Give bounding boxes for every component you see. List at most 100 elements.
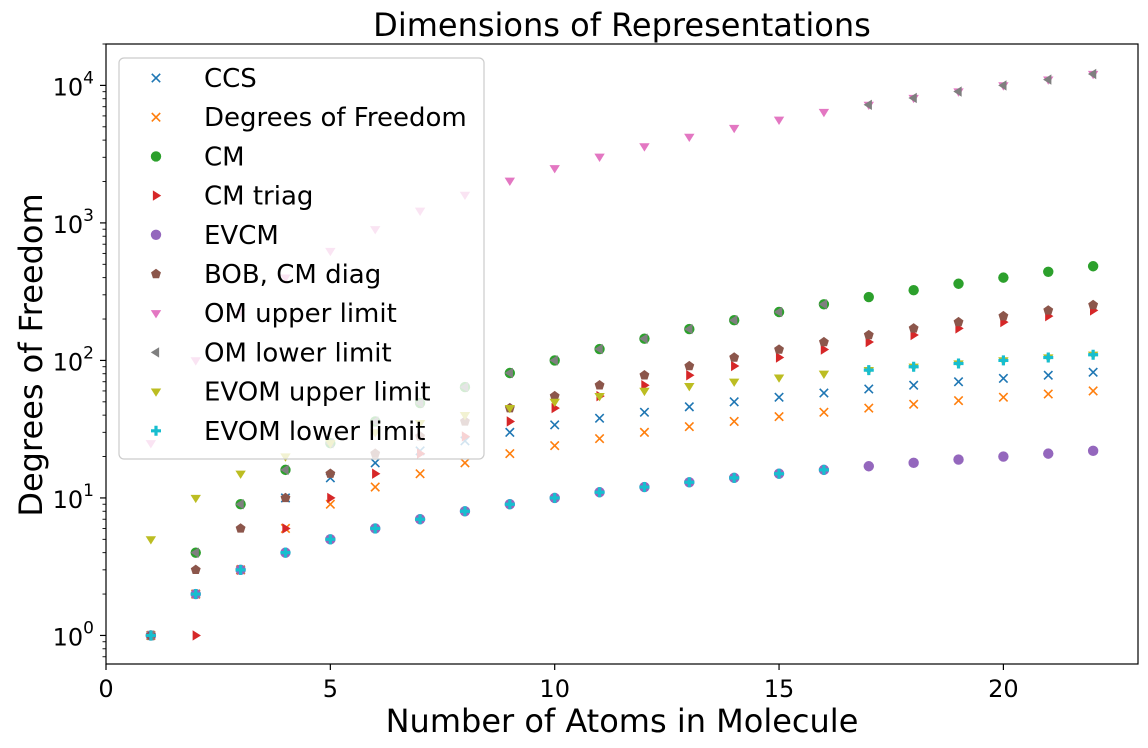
data-point bbox=[864, 384, 874, 394]
data-point bbox=[684, 323, 693, 335]
data-point bbox=[818, 299, 828, 310]
data-point bbox=[145, 630, 156, 641]
legend-item: CM triag bbox=[152, 182, 313, 212]
data-point bbox=[1088, 386, 1098, 396]
data-point bbox=[818, 336, 829, 347]
data-point bbox=[594, 393, 605, 402]
data-point bbox=[908, 361, 919, 372]
data-point bbox=[639, 427, 650, 438]
data-point bbox=[818, 464, 829, 475]
legend-item: EVCM bbox=[150, 221, 279, 251]
data-point bbox=[280, 492, 291, 503]
data-point bbox=[684, 383, 695, 392]
data-point bbox=[504, 404, 516, 414]
data-point bbox=[774, 468, 785, 479]
data-point bbox=[1088, 299, 1099, 310]
data-point bbox=[819, 407, 829, 417]
data-point bbox=[773, 306, 783, 318]
legend-marker bbox=[151, 73, 161, 83]
data-point bbox=[953, 395, 964, 406]
data-point bbox=[863, 329, 874, 340]
legend-label: Degrees of Freedom bbox=[204, 103, 467, 133]
data-point bbox=[1043, 389, 1054, 399]
legend-label: CM triag bbox=[204, 182, 313, 212]
data-point bbox=[505, 448, 515, 459]
data-point bbox=[370, 458, 380, 468]
data-point bbox=[459, 506, 470, 517]
axes: 0 5 10 15 20 100 101 102 103 104 bbox=[53, 43, 1139, 703]
data-point bbox=[235, 499, 244, 510]
chart-title: Dimensions of Representations bbox=[373, 6, 871, 44]
legend-item: OM upper limit bbox=[150, 299, 397, 329]
legend-marker bbox=[151, 112, 161, 122]
data-point bbox=[639, 407, 650, 417]
data-point bbox=[729, 352, 740, 362]
data-point bbox=[594, 380, 605, 390]
data-point bbox=[863, 365, 874, 376]
legend-item: CCS bbox=[151, 64, 257, 94]
data-point bbox=[908, 323, 919, 333]
data-point bbox=[953, 376, 964, 387]
data-point bbox=[506, 416, 516, 427]
data-point bbox=[594, 343, 603, 355]
data-point bbox=[1043, 266, 1054, 278]
data-point bbox=[549, 440, 560, 451]
legend-marker bbox=[152, 190, 162, 201]
legend-label: OM upper limit bbox=[204, 299, 397, 329]
data-point bbox=[863, 461, 874, 472]
legend-box bbox=[118, 57, 485, 460]
data-point bbox=[280, 464, 289, 476]
data-point bbox=[370, 523, 381, 534]
data-point bbox=[1043, 352, 1054, 363]
legend-label: CCS bbox=[204, 64, 257, 94]
data-point bbox=[594, 413, 605, 423]
series-evom-lower-limit bbox=[145, 349, 1099, 641]
data-point bbox=[998, 80, 1007, 91]
data-point bbox=[863, 99, 872, 111]
data-point bbox=[190, 589, 201, 600]
data-point bbox=[774, 344, 784, 354]
data-point bbox=[728, 124, 740, 134]
data-point bbox=[192, 630, 201, 641]
data-point bbox=[953, 316, 964, 327]
data-point bbox=[549, 390, 560, 401]
y-tick-label: 104 bbox=[53, 68, 94, 101]
data-point bbox=[998, 451, 1009, 462]
data-point bbox=[773, 116, 785, 125]
data-point bbox=[235, 523, 246, 533]
data-point bbox=[998, 310, 1009, 321]
data-point bbox=[729, 397, 739, 407]
data-point bbox=[190, 494, 201, 504]
data-point bbox=[863, 291, 874, 303]
y-axis-title: Degrees of Freedom bbox=[12, 193, 50, 516]
data-point bbox=[549, 165, 560, 174]
data-point bbox=[639, 143, 650, 152]
legend-label: BOB, CM diag bbox=[204, 260, 381, 290]
data-point bbox=[1088, 349, 1099, 360]
data-point bbox=[998, 272, 1009, 283]
data-point bbox=[773, 374, 785, 383]
legend-label: CM bbox=[204, 142, 245, 172]
legend-marker bbox=[150, 229, 162, 240]
data-point bbox=[728, 378, 740, 387]
legend-item: BOB, CM diag bbox=[151, 260, 381, 290]
legend: CCS Degrees of Freedom CM CM triag EVCM BOB, … bbox=[118, 57, 485, 460]
data-point bbox=[372, 468, 381, 479]
data-point bbox=[1043, 448, 1054, 459]
data-point bbox=[953, 278, 964, 289]
legend-item: CM bbox=[150, 142, 245, 172]
data-point bbox=[145, 536, 157, 545]
y-tick-label: 101 bbox=[53, 481, 94, 514]
data-point bbox=[594, 487, 605, 498]
data-point bbox=[415, 468, 425, 479]
data-point bbox=[1043, 305, 1054, 315]
legend-marker bbox=[151, 268, 161, 279]
data-point bbox=[639, 387, 650, 397]
y-tick-label: 103 bbox=[53, 206, 94, 239]
data-point bbox=[684, 360, 695, 371]
data-point bbox=[325, 468, 336, 478]
data-point bbox=[774, 411, 784, 422]
data-point bbox=[549, 398, 560, 408]
data-point bbox=[327, 492, 336, 504]
